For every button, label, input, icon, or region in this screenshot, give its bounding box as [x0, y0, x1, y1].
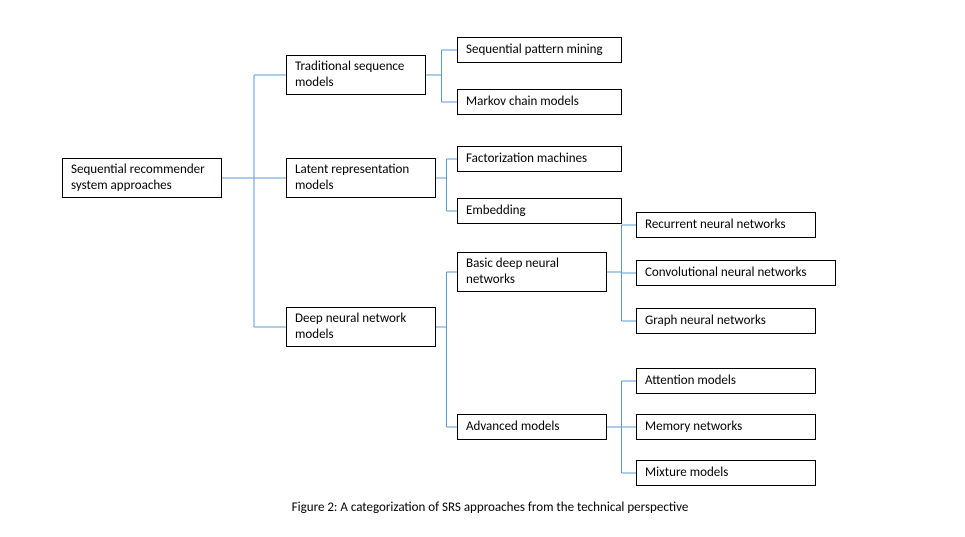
node-root: Sequential recommender system approaches: [62, 158, 222, 198]
node-markov: Markov chain models: [457, 89, 622, 115]
node-cnn: Convolutional neural networks: [636, 260, 836, 286]
figure-caption: Figure 2: A categorization of SRS approa…: [240, 500, 740, 515]
node-memnet: Memory networks: [636, 414, 816, 440]
diagram-canvas: Sequential recommender system approaches…: [0, 0, 965, 537]
node-spm: Sequential pattern mining: [457, 37, 622, 63]
node-basic: Basic deep neural networks: [457, 252, 607, 292]
node-fm: Factorization machines: [457, 146, 622, 172]
node-dnn: Deep neural network models: [286, 307, 436, 347]
node-gnn: Graph neural networks: [636, 308, 816, 334]
node-advanced: Advanced models: [457, 414, 607, 440]
node-latent: Latent representation models: [286, 158, 436, 198]
node-embed: Embedding: [457, 198, 622, 224]
node-trad: Traditional sequence models: [286, 55, 426, 95]
node-attn: Attention models: [636, 368, 816, 394]
node-mixture: Mixture models: [636, 460, 816, 486]
node-rnn: Recurrent neural networks: [636, 212, 816, 238]
